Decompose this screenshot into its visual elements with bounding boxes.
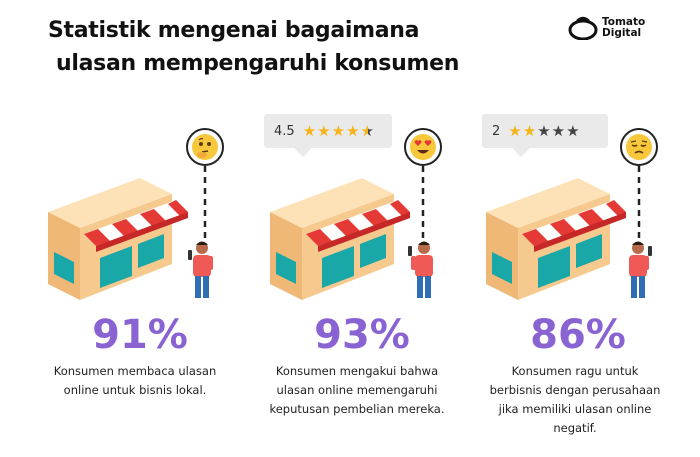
stat-card-2: 4.5 ★★★★★ 93% Konsumen mengakui bahwa ul…: [262, 108, 462, 448]
thinking-face-icon: [186, 128, 224, 166]
stat-card-3: 2 ★★★★★ 86% Konsumen ragu untuk berbisni…: [478, 108, 678, 448]
rating-bubble: 2 ★★★★★: [482, 114, 608, 157]
empty-star-icon: ★: [566, 122, 581, 140]
rating-value: 4.5: [274, 123, 295, 139]
title-line-1: Statistik mengenai bagaimana: [48, 18, 420, 43]
stat-description: Konsumen mengakui bahwa ulasan online me…: [269, 364, 445, 416]
brand-line-1: Tomato: [602, 16, 646, 28]
percent-value: 91%: [92, 312, 188, 358]
store-icon: [486, 178, 626, 300]
star-icon: ★: [302, 122, 318, 140]
tomato-logo-icon: [568, 16, 598, 40]
percent-value: 86%: [530, 312, 626, 358]
star-icon: ★: [331, 122, 347, 140]
store-icon: [48, 178, 188, 300]
star-icon: ★: [508, 122, 523, 140]
brand-line-2: Digital: [602, 27, 642, 39]
disappointed-face-icon: [620, 128, 658, 166]
page-title: Statistik mengenai bagaimana ulasan memp…: [48, 14, 568, 80]
brand-name: Tomato Digital: [602, 17, 645, 39]
storefront-illustration: [270, 166, 433, 300]
empty-star-icon: ★: [537, 122, 552, 140]
title-line-2: ulasan mempengaruhi konsumen: [56, 51, 460, 76]
person-icon: [629, 241, 652, 298]
storefront-illustration: [48, 166, 213, 300]
empty-star-icon: ★: [551, 122, 567, 140]
star-rating: ★★★★★: [508, 122, 580, 140]
star-icon: ★: [522, 122, 538, 140]
person-icon: [188, 241, 213, 298]
stat-card-1: 91% Konsumen membaca ulasan online untuk…: [40, 108, 240, 448]
store-icon: [270, 178, 410, 300]
star-icon: ★: [317, 122, 332, 140]
rating-value: 2: [492, 123, 501, 139]
storefront-illustration: [486, 166, 652, 300]
rating-bubble: 4.5 ★★★★★: [264, 114, 392, 157]
stat-description: Konsumen ragu untuk berbisnis dengan per…: [489, 364, 661, 435]
heart-eyes-face-icon: [404, 128, 442, 166]
person-icon: [408, 241, 433, 298]
percent-value: 93%: [314, 312, 410, 358]
brand-logo: Tomato Digital: [568, 16, 645, 40]
star-rating: ★★★★★: [303, 122, 375, 140]
star-icon: ★: [346, 122, 361, 140]
half-star-icon: ★: [360, 122, 375, 140]
stat-description: Konsumen membaca ulasan online untuk bis…: [53, 364, 217, 397]
